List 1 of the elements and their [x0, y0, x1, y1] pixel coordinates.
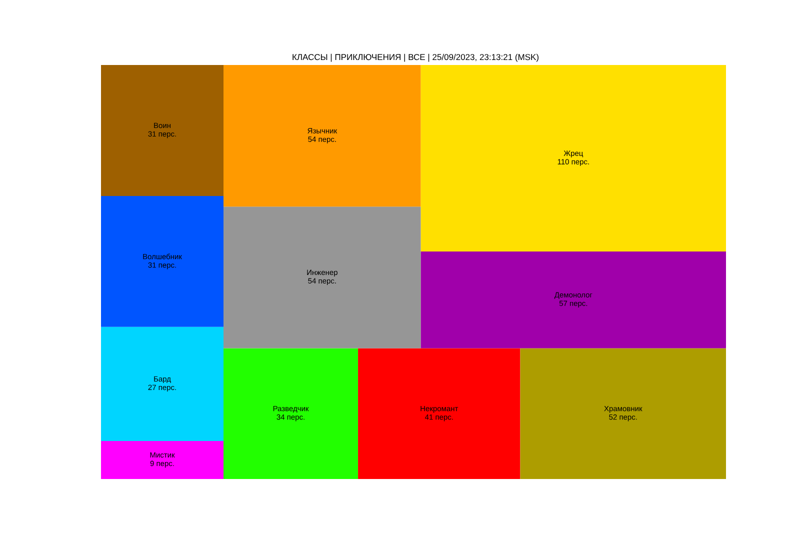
text: КЛАССЫ | ПРИКЛЮЧЕНИЯ | ВСЕ | 25/09/2023, 23:13:21 (MSK) [292, 54, 538, 62]
